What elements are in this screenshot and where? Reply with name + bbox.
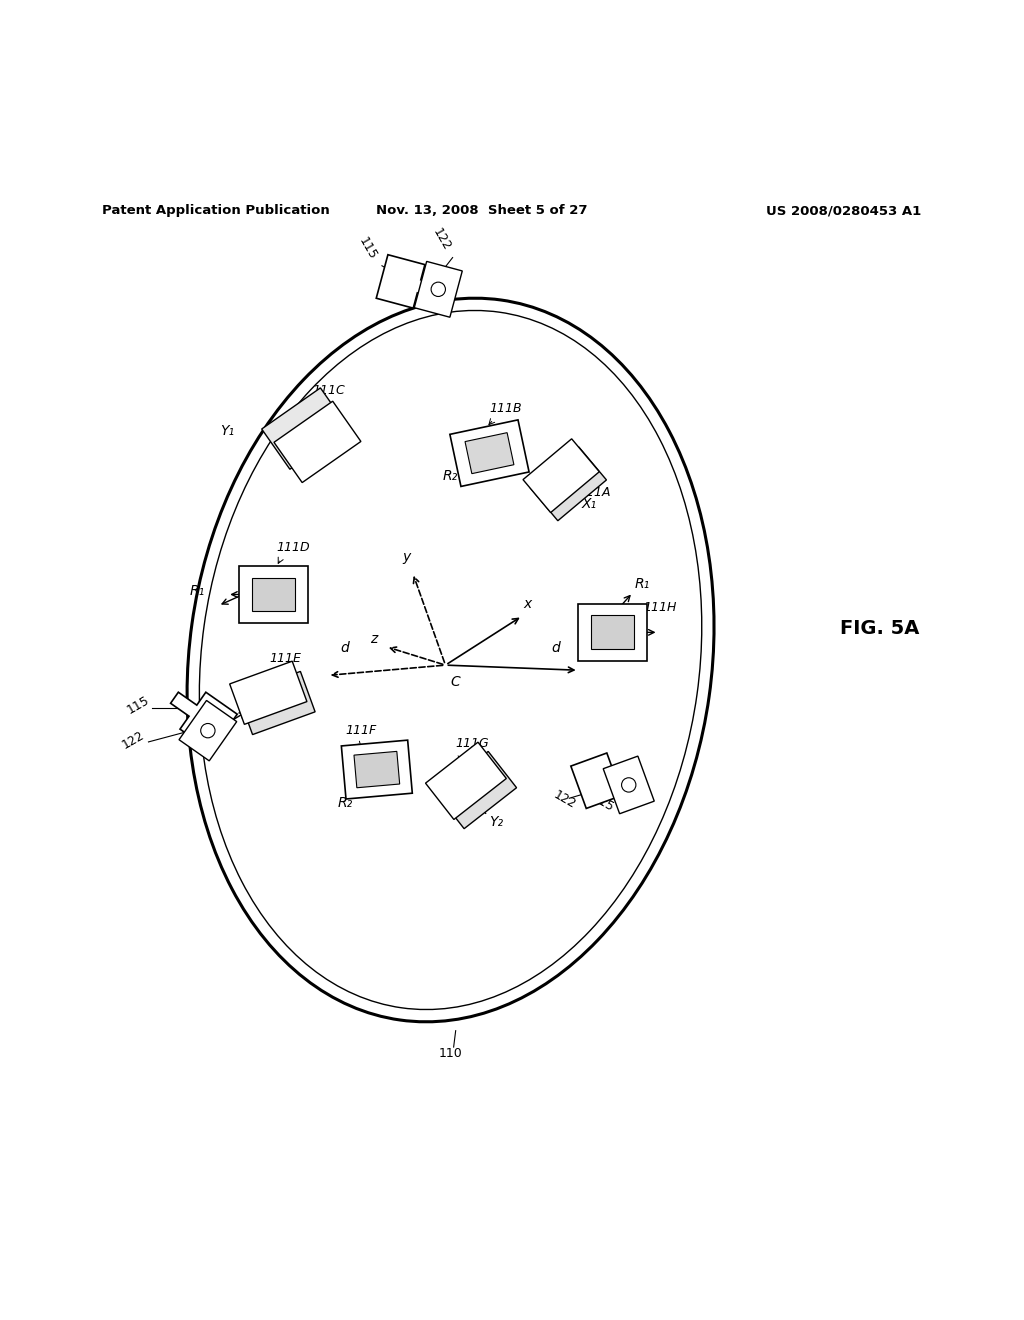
Polygon shape bbox=[354, 751, 399, 788]
Text: 115: 115 bbox=[125, 693, 152, 717]
Polygon shape bbox=[415, 261, 462, 317]
Polygon shape bbox=[523, 438, 599, 512]
Polygon shape bbox=[171, 692, 238, 751]
Text: R₁: R₁ bbox=[189, 585, 205, 598]
Text: R₂: R₂ bbox=[442, 469, 458, 483]
Text: Y₁: Y₁ bbox=[220, 424, 234, 438]
Text: R₁: R₁ bbox=[635, 577, 650, 591]
Text: d: d bbox=[341, 640, 349, 655]
Text: R₂: R₂ bbox=[338, 796, 353, 810]
Text: 115: 115 bbox=[356, 235, 380, 261]
Text: 111G: 111G bbox=[456, 737, 489, 750]
Text: x: x bbox=[523, 597, 531, 611]
Polygon shape bbox=[262, 388, 348, 470]
Polygon shape bbox=[229, 661, 307, 725]
Polygon shape bbox=[530, 447, 606, 521]
Text: z: z bbox=[370, 631, 378, 645]
Text: 111E: 111E bbox=[269, 652, 301, 665]
Text: Y₂: Y₂ bbox=[489, 814, 504, 829]
Text: X₂: X₂ bbox=[179, 729, 195, 743]
Text: 110: 110 bbox=[438, 1047, 462, 1060]
Text: 115: 115 bbox=[589, 792, 615, 814]
Polygon shape bbox=[179, 701, 237, 760]
Text: y: y bbox=[402, 549, 411, 564]
Text: C: C bbox=[451, 675, 461, 689]
Text: 122: 122 bbox=[430, 227, 454, 253]
Text: FIG. 5A: FIG. 5A bbox=[840, 619, 920, 639]
Text: 111A: 111A bbox=[579, 486, 611, 499]
Text: 111F: 111F bbox=[345, 723, 377, 737]
Text: 111C: 111C bbox=[312, 384, 345, 397]
Text: Patent Application Publication: Patent Application Publication bbox=[102, 205, 330, 218]
Circle shape bbox=[201, 723, 215, 738]
Text: 111B: 111B bbox=[489, 403, 522, 416]
Text: 111H: 111H bbox=[643, 601, 677, 614]
Text: d: d bbox=[552, 640, 560, 655]
Polygon shape bbox=[436, 751, 516, 829]
Polygon shape bbox=[238, 672, 315, 735]
Polygon shape bbox=[252, 578, 295, 611]
Polygon shape bbox=[274, 401, 360, 483]
Polygon shape bbox=[426, 742, 506, 820]
Circle shape bbox=[622, 777, 636, 792]
Polygon shape bbox=[341, 741, 413, 799]
Polygon shape bbox=[376, 255, 442, 308]
Text: 122: 122 bbox=[120, 729, 146, 752]
Text: 111D: 111D bbox=[276, 541, 310, 554]
Text: 122: 122 bbox=[551, 788, 578, 812]
Text: X₁: X₁ bbox=[582, 498, 597, 511]
Polygon shape bbox=[603, 756, 654, 813]
Polygon shape bbox=[465, 433, 514, 474]
Circle shape bbox=[431, 282, 445, 297]
Polygon shape bbox=[578, 605, 647, 660]
Polygon shape bbox=[239, 566, 308, 623]
Polygon shape bbox=[570, 752, 638, 808]
Text: Nov. 13, 2008  Sheet 5 of 27: Nov. 13, 2008 Sheet 5 of 27 bbox=[376, 205, 587, 218]
Text: US 2008/0280453 A1: US 2008/0280453 A1 bbox=[766, 205, 922, 218]
Polygon shape bbox=[591, 615, 634, 649]
Polygon shape bbox=[450, 420, 529, 487]
